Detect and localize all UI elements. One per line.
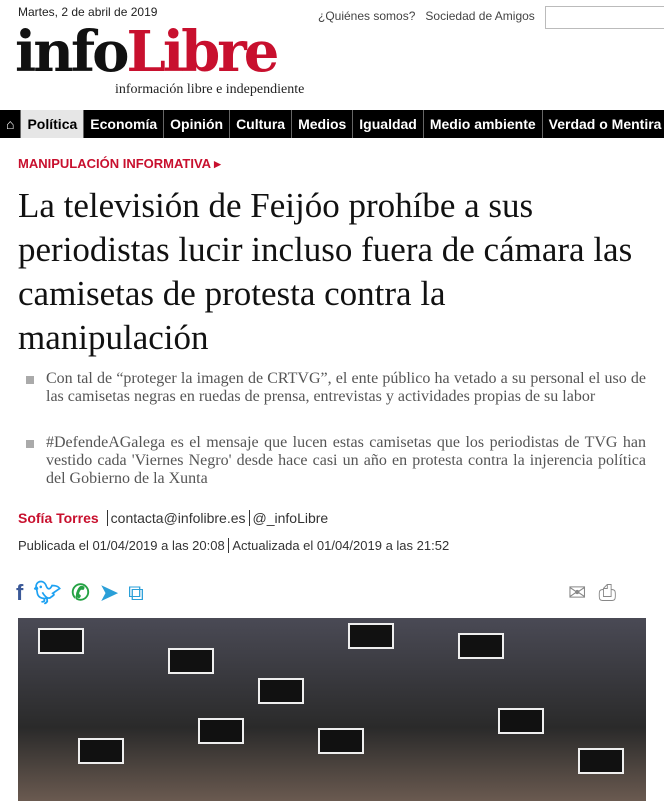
summary-bullet: Con tal de “proteger la imagen de CRTVG”…	[26, 370, 646, 406]
search-input[interactable]	[545, 6, 664, 29]
nav-igualdad[interactable]: Igualdad	[353, 110, 424, 138]
top-links: ¿Quiénes somos? Sociedad de Amigos	[318, 9, 545, 23]
logo-libre: Libre	[126, 19, 279, 85]
link-about[interactable]: ¿Quiénes somos?	[318, 9, 416, 23]
whatsapp-icon[interactable]: ✆	[71, 580, 90, 605]
author-name[interactable]: Sofía Torres	[18, 510, 99, 526]
external-share-icon[interactable]: ⧉	[128, 580, 144, 605]
article-dates: Publicada el 01/04/2019 a las 20:08 Actu…	[18, 538, 450, 553]
tools-bar: ✉ ⎙	[568, 580, 616, 606]
print-icon[interactable]: ⎙	[598, 580, 617, 605]
nav-economia[interactable]: Economía	[84, 110, 165, 138]
tagline: información libre e independiente	[115, 82, 305, 97]
share-bar: f 🐦︎ ✆ ➤ ⧉	[16, 580, 144, 606]
published-date: Publicada el 01/04/2019 a las 20:08	[18, 538, 225, 553]
nav-cultura[interactable]: Cultura	[230, 110, 293, 138]
logo[interactable]: infoLibre	[15, 19, 279, 85]
author-email[interactable]: contacta@infolibre.es	[106, 510, 249, 526]
facebook-icon[interactable]: f	[16, 580, 24, 605]
logo-info: info	[15, 19, 129, 85]
article-title: La televisión de Feijóo prohíbe a sus pe…	[18, 186, 633, 357]
nav-politica[interactable]: Política	[21, 110, 85, 138]
telegram-icon[interactable]: ➤	[99, 580, 119, 605]
current-date: Martes, 2 de abril de 2019	[18, 5, 158, 19]
nav-verdad-o-mentira[interactable]: Verdad o Mentira	[543, 110, 664, 138]
byline: Sofía Torres contacta@infolibre.es @_infoL…	[18, 510, 332, 526]
article-photo	[18, 618, 646, 801]
main-nav: ⌂ Política Economía Opinión Cultura Medi…	[0, 110, 664, 138]
nav-opinion[interactable]: Opinión	[164, 110, 231, 138]
email-icon[interactable]: ✉	[568, 580, 587, 605]
home-icon[interactable]: ⌂	[0, 110, 22, 138]
nav-medio-ambiente[interactable]: Medio ambiente	[424, 110, 543, 138]
author-twitter[interactable]: @_infoLibre	[248, 510, 332, 526]
link-friends[interactable]: Sociedad de Amigos	[425, 9, 535, 23]
nav-medios[interactable]: Medios	[292, 110, 354, 138]
updated-date: Actualizada el 01/04/2019 a las 21:52	[228, 538, 450, 553]
twitter-icon[interactable]: 🐦︎	[33, 580, 62, 605]
section-kicker[interactable]: MANIPULACIÓN INFORMATIVA ▸	[18, 156, 221, 171]
summary-bullet: #DefendeAGalega es el mensaje que lucen …	[26, 434, 646, 488]
